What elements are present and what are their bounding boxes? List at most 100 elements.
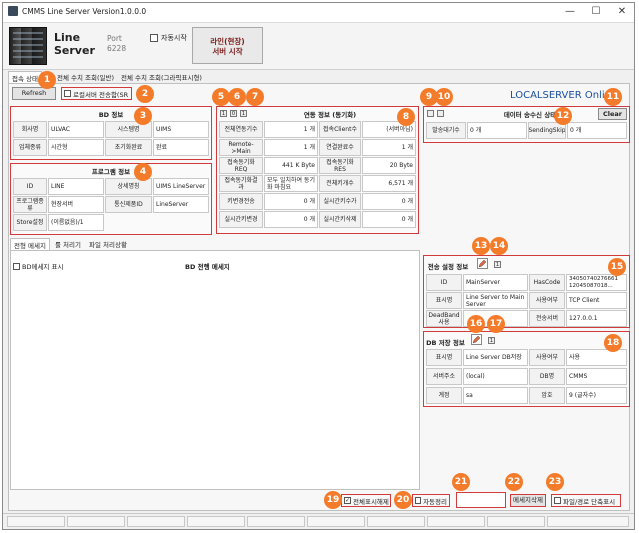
conn-tiny-button-1[interactable]: 1 [220, 110, 227, 117]
bd-cell-label: 시스템명 [105, 121, 152, 138]
checkbox-icon[interactable] [64, 90, 71, 97]
checkbox-icon[interactable] [13, 262, 20, 270]
bd-cell-value: UIMS [153, 121, 209, 138]
annotation-badge-17: 17 [487, 315, 505, 333]
conn-cell-label: 전체연동기수 [219, 121, 263, 138]
conn-cell-label: 실시간키수가 [319, 193, 361, 210]
edit-icon[interactable] [477, 258, 488, 269]
conn-cell-label: 접속동기화REQ [219, 157, 263, 174]
local-send-checkbox[interactable]: 로컬서버 전송함(SR [61, 87, 132, 100]
tab-all-values-normal[interactable]: 전체 수치 조회(일반) [57, 74, 115, 82]
message-area[interactable] [10, 250, 420, 490]
conn-tiny-button-2[interactable]: 0 [230, 110, 237, 117]
program-cell-label: 프로그램종류 [13, 196, 47, 213]
status-segment [247, 516, 305, 527]
annotation-badge-9: 9 [420, 88, 438, 106]
annotation-badge-22: 22 [505, 473, 523, 491]
show-all-label: 전체표시해제 [353, 497, 389, 506]
annotation-badge-3: 3 [134, 107, 152, 125]
annotation-badge-16: 16 [467, 315, 485, 333]
transfer-tiny-button[interactable]: 1 [494, 261, 501, 268]
bd-msg-title: BD 전행 메세지 [185, 263, 230, 271]
transfer-info-title: 전송 설정 정보 [427, 263, 469, 271]
conn-cell-value: 20 Byte [362, 157, 416, 174]
minimize-button[interactable]: — [565, 6, 575, 17]
conn-cell-value: 0 개 [362, 211, 416, 228]
send-tiny-button-2[interactable] [437, 110, 444, 117]
checkbox-icon[interactable] [415, 497, 422, 504]
conn-cell-value: 0 개 [264, 193, 318, 210]
status-segment [127, 516, 185, 527]
file-path-short-checkbox[interactable]: 파일/경로 단축표시 [551, 494, 621, 507]
local-send-label: 로컬서버 전송함(SR [73, 90, 129, 99]
conn-info-title: 연동 정보 (동기화) [303, 111, 357, 119]
db-save-tiny-button[interactable]: 1 [488, 337, 495, 344]
status-segment [367, 516, 425, 527]
checkbox-icon[interactable]: ✓ [344, 497, 351, 504]
bd-msg-label: BD메세지 표시 [22, 263, 64, 271]
program-cell-label: Store설정 [13, 214, 47, 231]
tab-file-status[interactable]: 파일 처리상황 [89, 241, 127, 249]
send-tiny-button-1[interactable] [427, 110, 434, 117]
refresh-button[interactable]: Refresh [12, 87, 56, 100]
db-save-cell-value: (local) [463, 368, 528, 385]
annotation-badge-6: 6 [228, 88, 246, 106]
send-state-title: 데이터 송수신 상태 [503, 111, 557, 119]
conn-cell-label: 실시간키삭제 [319, 211, 361, 228]
annotation-badge-19: 19 [324, 491, 342, 509]
app-name: Line Server [54, 31, 95, 57]
transfer-cell-label: 전송서버 [529, 310, 565, 327]
annotation-badge-21: 21 [452, 473, 470, 491]
port-value: 6228 [107, 44, 127, 53]
bd-cell-value: 완료 [153, 139, 209, 156]
annotation-badge-5: 5 [212, 88, 230, 106]
conn-cell-value: 1 개 [264, 139, 318, 156]
window-title: CMMS Line Server Version1.0.0.0 [22, 7, 147, 16]
conn-cell-label: 실시간키변경 [219, 211, 263, 228]
bd-cell-value: 시간형 [48, 139, 104, 156]
local-server-banner: LOCALSERVER Online [510, 90, 618, 101]
annotation-badge-10: 10 [435, 88, 453, 106]
maximize-button[interactable]: ☐ [591, 6, 601, 17]
bottom-text-input[interactable] [456, 492, 506, 508]
checkbox-icon[interactable] [554, 497, 561, 504]
tab-all-values-graphic[interactable]: 전체 수치 조회(그라픽표시형) [121, 74, 202, 82]
bd-msg-checkbox[interactable]: BD메세지 표시 [13, 261, 63, 271]
checkbox-icon[interactable] [150, 34, 158, 42]
port-label: Port [107, 34, 122, 43]
header-bar [3, 23, 634, 70]
auto-clear-checkbox[interactable]: 자동정리 [412, 494, 450, 507]
close-button[interactable]: ✕ [617, 6, 627, 17]
status-segment [487, 516, 545, 527]
conn-cell-value: 6,571 개 [362, 175, 416, 192]
show-all-checkbox[interactable]: ✓ 전체표시해제 [341, 494, 391, 507]
msg-delete-button[interactable]: 메세지삭제 [510, 494, 546, 507]
title-bar [3, 3, 634, 23]
edit-icon[interactable] [471, 334, 482, 345]
conn-cell-label: 연결완료수 [319, 139, 361, 156]
send-cell-value: 0 개 [467, 122, 527, 139]
auto-start-checkbox[interactable]: 자동시작 [150, 33, 187, 43]
conn-tiny-button-3[interactable]: 1 [240, 110, 247, 117]
status-segment [307, 516, 365, 527]
auto-clear-label: 자동정리 [423, 497, 447, 506]
auto-start-label: 자동시작 [161, 34, 187, 42]
app-name-line1: Line [54, 31, 81, 44]
db-save-cell-label: 계정 [426, 387, 462, 404]
transfer-cell-value: MainServer [463, 274, 528, 291]
conn-cell-label: 키변경전송 [219, 193, 263, 210]
clear-button[interactable]: Clear [598, 108, 627, 120]
db-save-cell-label: 표시명 [426, 349, 462, 366]
status-segment [67, 516, 125, 527]
tab-rule-processor[interactable]: 룰 처리기 [55, 241, 81, 249]
program-cell-value: LineServer [153, 196, 209, 213]
program-cell-value: UIMS LineServer [153, 178, 209, 195]
transfer-cell-label: HasCode [529, 274, 565, 291]
annotation-badge-1: 1 [38, 71, 56, 89]
tab-messages[interactable]: 전형 메세지 [10, 238, 50, 251]
db-save-cell-value: 사용 [566, 349, 627, 366]
program-cell-value: (이름없음)/1 [48, 214, 104, 231]
db-save-cell-label: 암호 [529, 387, 565, 404]
conn-cell-label: 접속Client수 [319, 121, 361, 138]
start-server-button[interactable]: 라인(현장) 서버 시작 [192, 27, 263, 64]
